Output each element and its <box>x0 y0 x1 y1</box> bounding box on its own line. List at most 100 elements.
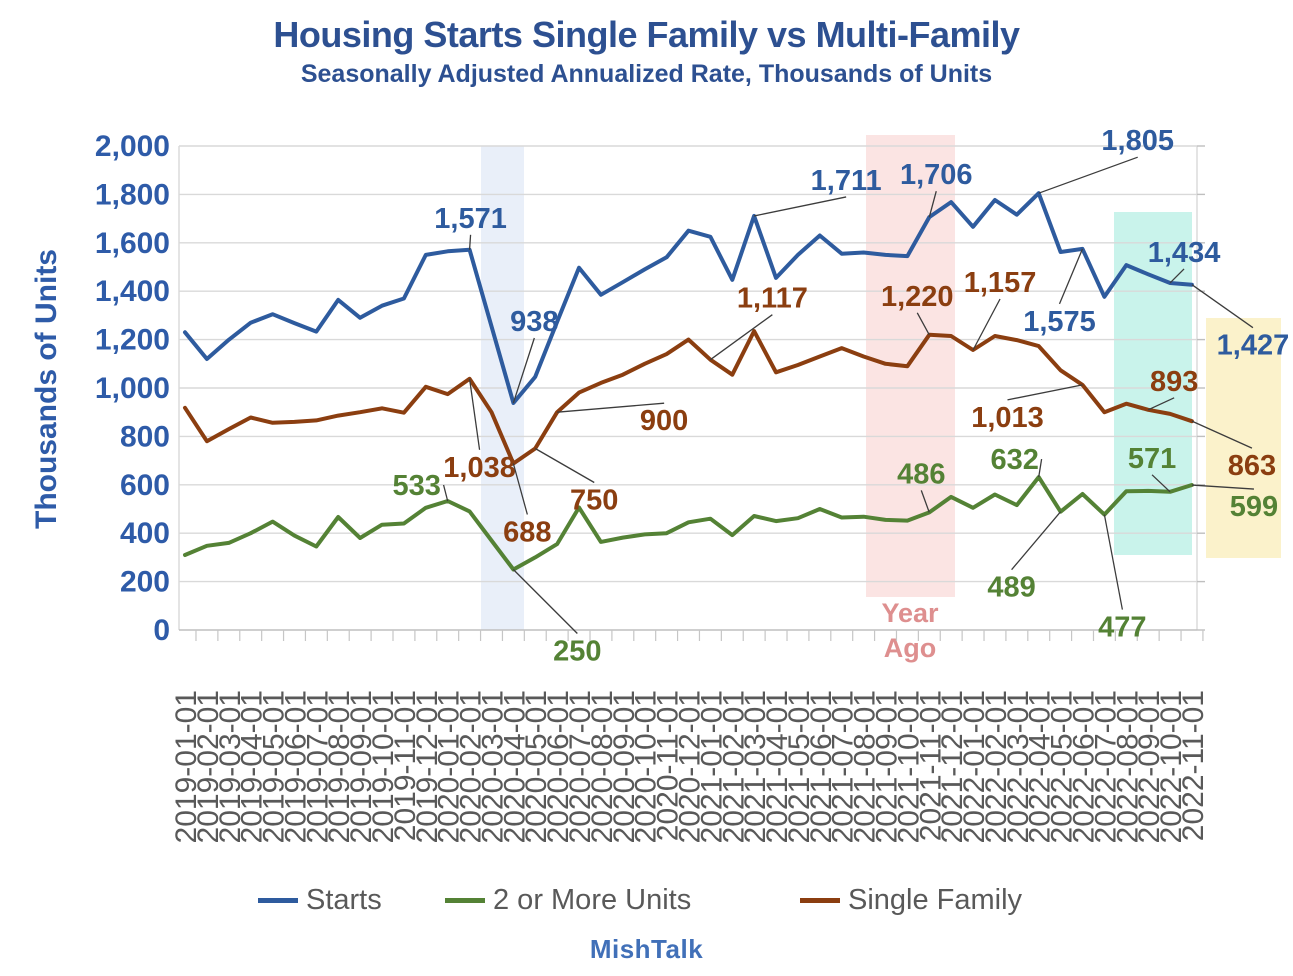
callout-connector <box>1191 284 1254 329</box>
y-tick-label: 0 <box>153 614 170 647</box>
x-tick-label: 2019-08-01 <box>323 690 356 843</box>
callout-connector <box>1011 511 1062 571</box>
callout-750: 750 <box>570 485 618 517</box>
y-tick-label: 2,000 <box>95 130 170 163</box>
callout-connector <box>928 190 937 218</box>
callout-connector <box>512 337 535 404</box>
y-tick-label: 1,200 <box>95 324 170 357</box>
callout-477: 477 <box>1098 612 1146 644</box>
legend-label-2-or-more-units: 2 or More Units <box>493 884 692 916</box>
callout-1038: 1,038 <box>443 452 516 484</box>
callout-connector <box>468 234 472 250</box>
series-line-single-family <box>183 329 1194 466</box>
x-tick-label: 2021-01-01 <box>695 690 728 843</box>
single-family-line-swatch <box>800 898 840 903</box>
y-tick-label: 1,600 <box>95 227 170 260</box>
x-tick-label: 2019-10-01 <box>367 690 400 843</box>
x-tick-label: 2020-12-01 <box>673 690 706 843</box>
x-tick-label: 2020-09-01 <box>608 690 641 843</box>
callout-connector <box>468 378 481 450</box>
callout-connector <box>1058 248 1084 305</box>
x-tick-label: 2020-04-01 <box>498 690 531 843</box>
x-tick-label: 2020-10-01 <box>630 690 663 843</box>
x-tick-label: 2021-12-01 <box>936 690 969 843</box>
highlight-band-2 <box>1114 212 1192 555</box>
callout-688: 688 <box>503 517 551 549</box>
series-line-starts <box>183 191 1194 405</box>
y-tick-label: 1,800 <box>95 178 170 211</box>
x-tick-label: 2022-02-01 <box>980 690 1013 843</box>
callout-1427: 1,427 <box>1217 330 1290 362</box>
legend-label-starts: Starts <box>306 884 382 916</box>
x-tick-label: 2022-07-01 <box>1089 690 1122 843</box>
series-line-2-or-more-units <box>183 475 1194 572</box>
callout-connector <box>442 484 449 502</box>
callout-533: 533 <box>392 470 440 502</box>
x-tick-label: 2022-05-01 <box>1046 690 1079 843</box>
chart-subtitle: Seasonally Adjusted Annualized Rate, Tho… <box>300 60 993 88</box>
year-ago-label: Year <box>881 598 939 628</box>
callout-1013: 1,013 <box>971 402 1044 434</box>
legend-item-2-or-more-units: 2 or More Units <box>445 884 691 917</box>
callout-1220: 1,220 <box>881 281 954 313</box>
y-tick-label: 600 <box>120 469 170 502</box>
legend-item-starts: Starts <box>258 884 382 917</box>
x-tick-label: 2022-01-01 <box>958 690 991 843</box>
x-tick-label: 2021-07-01 <box>827 690 860 843</box>
x-tick-label: 2021-06-01 <box>805 690 838 843</box>
chart-title: Housing Starts Single Family vs Multi-Fa… <box>273 14 1020 55</box>
x-tick-label: 2022-03-01 <box>1002 690 1035 843</box>
x-tick-label: 2019-03-01 <box>214 690 247 843</box>
highlight-band-3 <box>1206 318 1281 558</box>
callout-632: 632 <box>991 444 1039 476</box>
y-tick-label: 200 <box>120 566 170 599</box>
callout-900: 900 <box>640 405 688 437</box>
x-tick-label: 2021-08-01 <box>849 690 882 843</box>
callout-connector <box>972 298 1001 351</box>
x-tick-label: 2020-05-01 <box>520 690 553 843</box>
x-tick-label: 2020-07-01 <box>564 690 597 843</box>
callout-1575: 1,575 <box>1023 306 1096 338</box>
callout-863: 863 <box>1228 450 1276 482</box>
x-tick-label: 2019-11-01 <box>389 690 422 841</box>
x-tick-label: 2019-05-01 <box>258 690 291 843</box>
callout-connector <box>1169 268 1185 284</box>
x-tick-label: 2022-06-01 <box>1067 690 1100 843</box>
callout-connector <box>1038 458 1043 478</box>
callout-599: 599 <box>1230 491 1278 523</box>
x-tick-label: 2021-02-01 <box>717 690 750 843</box>
x-tick-label: 2019-06-01 <box>279 690 312 843</box>
callout-connector <box>916 312 930 336</box>
x-tick-label: 2020-06-01 <box>542 690 575 843</box>
callout-connector <box>512 569 578 634</box>
x-tick-label: 2022-08-01 <box>1111 690 1144 843</box>
callout-connector <box>754 196 847 217</box>
callout-1117: 1,117 <box>737 283 808 315</box>
callout-connector <box>1038 156 1138 194</box>
y-tick-label: 1,000 <box>95 372 170 405</box>
callout-1706: 1,706 <box>900 159 973 191</box>
year-ago-label: Ago <box>884 633 936 663</box>
callout-connector <box>1147 397 1175 411</box>
callout-connector <box>709 314 773 361</box>
x-tick-label: 2020-11-01 <box>652 690 685 841</box>
y-tick-label: 1,400 <box>95 275 170 308</box>
callout-1571: 1,571 <box>434 203 507 235</box>
x-tick-label: 2019-12-01 <box>411 690 444 843</box>
callout-connector <box>1191 420 1253 449</box>
callout-571: 571 <box>1128 443 1176 475</box>
two-or-more-units-line-swatch <box>445 898 485 903</box>
x-tick-label: 2021-10-01 <box>892 690 925 843</box>
x-tick-label: 2021-04-01 <box>761 690 794 843</box>
callout-connector <box>512 463 528 515</box>
callout-connector <box>534 447 595 484</box>
legend-item-single-family: Single Family <box>800 884 1022 917</box>
x-tick-label: 2020-03-01 <box>476 690 509 843</box>
x-tick-label: 2021-09-01 <box>870 690 903 843</box>
x-tick-label: 2021-11-01 <box>914 690 947 841</box>
legend-label-single-family: Single Family <box>848 884 1023 916</box>
callout-1805: 1,805 <box>1101 125 1174 157</box>
callout-489: 489 <box>987 572 1035 604</box>
x-tick-label: 2020-08-01 <box>586 690 619 843</box>
